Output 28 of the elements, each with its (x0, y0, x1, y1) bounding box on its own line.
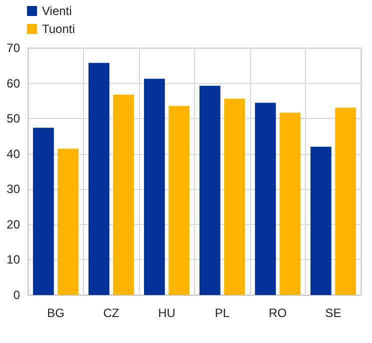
x-tick-label: RO (268, 306, 287, 320)
bar (310, 146, 332, 295)
bar (168, 106, 190, 295)
y-tick-label: 10 (6, 252, 20, 267)
legend-label: Vienti (42, 4, 72, 18)
bar (58, 148, 79, 295)
y-tick-label: 70 (6, 41, 20, 55)
x-tick-label: SE (325, 306, 342, 320)
y-tick-label: 0 (13, 288, 20, 302)
bar (88, 62, 110, 295)
bar (224, 98, 246, 295)
bar (32, 128, 54, 295)
bar (113, 94, 134, 295)
bar (254, 102, 276, 295)
bar (335, 108, 356, 295)
bar (199, 86, 220, 295)
x-tick-label: CZ (103, 306, 120, 320)
bar (144, 78, 165, 295)
x-tick-label: HU (158, 306, 176, 320)
y-tick-label: 20 (6, 217, 20, 232)
legend-label: Tuonti (42, 22, 75, 36)
x-tick-label: PL (214, 306, 230, 320)
bar (280, 112, 301, 295)
y-tick-label: 40 (6, 146, 20, 161)
y-tick-label: 50 (6, 112, 20, 126)
x-tick-label: BG (47, 306, 64, 320)
y-tick-label: 30 (6, 182, 20, 196)
y-tick-label: 60 (6, 76, 20, 90)
